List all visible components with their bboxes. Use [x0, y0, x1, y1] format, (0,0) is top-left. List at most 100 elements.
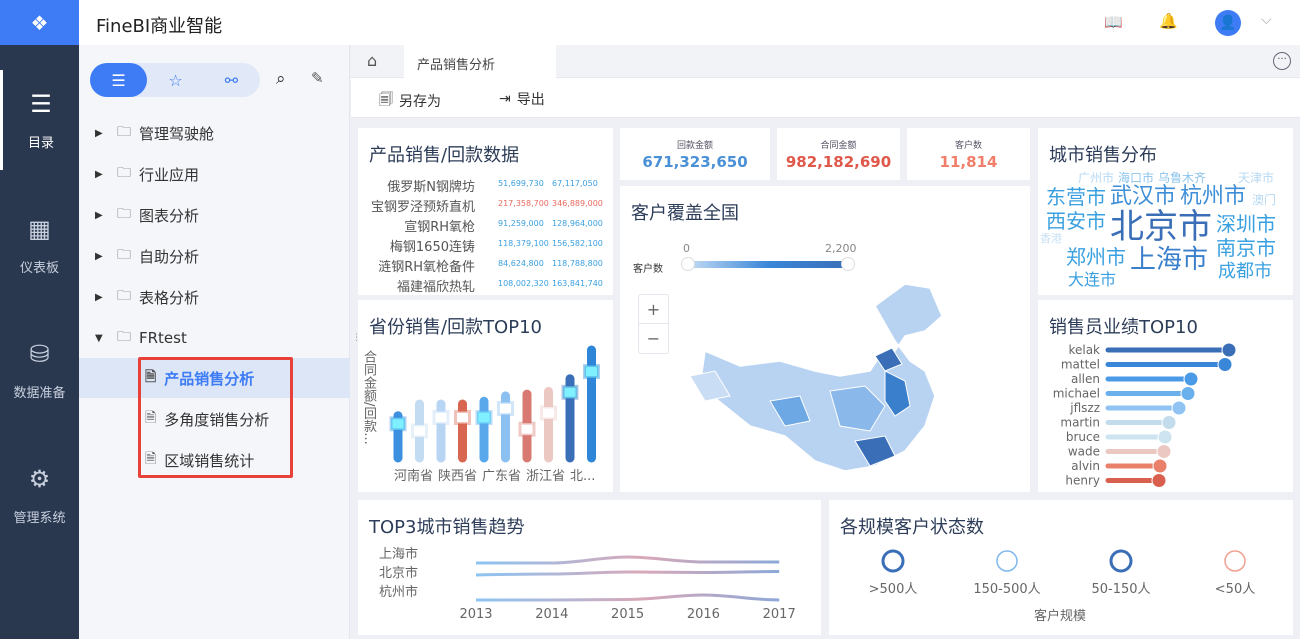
payment-marker[interactable] — [540, 405, 557, 421]
salesman-label: henry — [1065, 474, 1100, 488]
legend-gradient — [688, 261, 848, 268]
payment-marker[interactable] — [583, 364, 600, 380]
tree-folder[interactable]: ▶ 🗀 自助分析 — [79, 236, 350, 276]
payment-marker[interactable] — [497, 401, 514, 416]
folder-icon: 🗀 — [117, 288, 131, 304]
tree-folder[interactable]: ▶ 🗀 表格分析 — [79, 277, 350, 317]
salesman-dot[interactable] — [1152, 458, 1168, 474]
tree-folder[interactable]: ▶ 🗀 管理驾驶舱 — [79, 113, 350, 153]
salesman-label: martin — [1060, 416, 1100, 430]
export-button[interactable]: ⇥ 导出 — [499, 91, 545, 108]
salesman-dot[interactable] — [1156, 444, 1172, 459]
payment-marker[interactable] — [432, 410, 450, 425]
word-cloud-city[interactable]: 东营市 — [1046, 185, 1106, 209]
user-avatar-icon[interactable]: 👤 — [1215, 10, 1241, 36]
trend-line[interactable] — [476, 555, 780, 565]
nav-catalog[interactable]: ☰ 目录 — [0, 70, 79, 170]
salesman-dot[interactable] — [1161, 415, 1177, 430]
word-cloud-city[interactable]: 澳门 — [1252, 193, 1277, 207]
series-label: 上海市 — [379, 546, 418, 562]
payment-marker[interactable] — [561, 384, 579, 400]
word-cloud-city[interactable]: 大连市 — [1068, 270, 1117, 289]
home-icon[interactable]: ⌂ — [367, 51, 378, 70]
word-cloud-city[interactable]: 南京市 — [1216, 236, 1276, 260]
search-icon[interactable]: ⌕ — [276, 69, 286, 89]
payment-marker[interactable] — [475, 410, 493, 425]
tab-product-sales[interactable]: 产品销售分析 — [404, 45, 556, 78]
nav-admin[interactable]: ⚙ 管理系统 — [13, 464, 66, 526]
share-icon[interactable]: ⚯ — [224, 70, 239, 90]
document-icon: 🗎 — [145, 451, 157, 467]
zoom-in-button[interactable]: + — [639, 295, 668, 324]
china-map[interactable] — [680, 276, 1000, 486]
word-cloud-city[interactable]: 西安市 — [1046, 209, 1106, 233]
salesman-dot[interactable] — [1217, 357, 1233, 372]
trend-line[interactable] — [476, 593, 780, 602]
x-tick-label: 河南省 — [394, 468, 433, 484]
payment-marker[interactable] — [389, 416, 407, 432]
zoom-out-button[interactable]: − — [646, 329, 661, 348]
category-label: >500人 — [869, 582, 918, 597]
word-cloud-city[interactable]: 天津市 — [1238, 171, 1275, 185]
save-as-button[interactable]: 🗐 另存为 — [379, 89, 441, 113]
bell-icon[interactable]: 🔔 — [1159, 12, 1178, 30]
word-cloud-city[interactable]: 香港 — [1040, 232, 1062, 245]
widget-title: 各规模客户状态数 — [840, 517, 984, 538]
word-cloud-city[interactable]: 海口市 — [1118, 171, 1155, 185]
drag-handle[interactable]: ⋮ — [352, 333, 361, 343]
nav-data-prep[interactable]: ⛁ 数据准备 — [13, 339, 66, 401]
tree-folder[interactable]: ▼ 🗀 FRtest — [79, 318, 350, 358]
word-cloud-city[interactable]: 郑州市 — [1066, 245, 1126, 269]
list-icon[interactable]: ☰ — [90, 63, 147, 97]
salesman-dot[interactable] — [1171, 400, 1187, 416]
word-cloud-city[interactable]: 上海市 — [1130, 245, 1209, 275]
salesman-dot[interactable] — [1157, 429, 1173, 445]
tree-dashboard-item[interactable]: 🗎 区域销售统计 — [79, 440, 350, 480]
caret-right-icon[interactable]: ▶ — [95, 209, 103, 221]
product-row: 福建福欣热轧 108,002,320 163,841,740 — [396, 279, 603, 295]
widget-title: 省份销售/回款TOP10 — [369, 317, 542, 338]
finebi-logo-icon[interactable]: ❖ — [0, 0, 79, 45]
caret-right-icon[interactable]: ▶ — [95, 291, 103, 303]
word-cloud-city[interactable]: 深圳市 — [1216, 212, 1276, 236]
salesman-label: alvin — [1071, 459, 1100, 473]
folder-icon: 🗀 — [117, 165, 131, 181]
tree-folder[interactable]: ▶ 🗀 图表分析 — [79, 195, 350, 235]
salesman-dot[interactable] — [1151, 473, 1167, 488]
status-ring[interactable] — [1224, 550, 1246, 572]
caret-right-icon[interactable]: ▶ — [95, 250, 103, 262]
caret-right-icon[interactable]: ▶ — [95, 127, 103, 139]
payment-marker[interactable] — [518, 421, 536, 437]
tree-dashboard-item[interactable]: 🗎 多角度销售分析 — [79, 399, 350, 439]
more-icon[interactable]: ··· — [1273, 52, 1291, 70]
tree-dashboard-item[interactable]: 🗎 产品销售分析 — [79, 358, 350, 398]
word-cloud-city[interactable]: 武汉市 — [1110, 184, 1177, 209]
word-cloud-city[interactable]: 乌鲁木齐 — [1158, 171, 1207, 185]
salesman-dot[interactable] — [1180, 386, 1196, 401]
x-tick-label: 北... — [570, 469, 595, 484]
salesman-dot[interactable] — [1183, 371, 1199, 387]
pin-icon[interactable]: ✎ — [311, 69, 324, 87]
chevron-down-icon[interactable]: ⌵ — [1261, 12, 1272, 28]
nav-dashboard[interactable]: ▦ 仪表板 — [19, 214, 59, 276]
trend-line[interactable] — [475, 570, 780, 577]
legend-min-handle[interactable] — [681, 257, 695, 271]
caret-down-icon[interactable]: ▼ — [95, 332, 103, 344]
tree-folder[interactable]: ▶ 🗀 行业应用 — [79, 154, 350, 194]
word-cloud-city[interactable]: 广州市 — [1078, 171, 1115, 185]
payment-marker[interactable] — [454, 410, 471, 425]
word-cloud-city[interactable]: 杭州市 — [1180, 184, 1247, 209]
salesmen-lollipop-chart: kelakmattelallenmichaeljflszzmartinbruce… — [1053, 342, 1237, 488]
legend-max-handle[interactable] — [841, 257, 855, 271]
word-cloud-city[interactable]: 北京市 — [1110, 207, 1212, 247]
book-icon[interactable]: 📖 — [1104, 13, 1123, 31]
salesman-dot[interactable] — [1221, 342, 1237, 358]
star-icon[interactable]: ☆ — [168, 70, 183, 90]
status-ring[interactable] — [1109, 549, 1133, 573]
word-cloud-city[interactable]: 成都市 — [1218, 261, 1272, 282]
tab-bar: ⌂ 产品销售分析 ··· — [351, 45, 1300, 78]
payment-marker[interactable] — [411, 423, 428, 439]
status-ring[interactable] — [881, 549, 905, 573]
caret-right-icon[interactable]: ▶ — [95, 168, 103, 180]
status-ring[interactable] — [996, 550, 1018, 572]
